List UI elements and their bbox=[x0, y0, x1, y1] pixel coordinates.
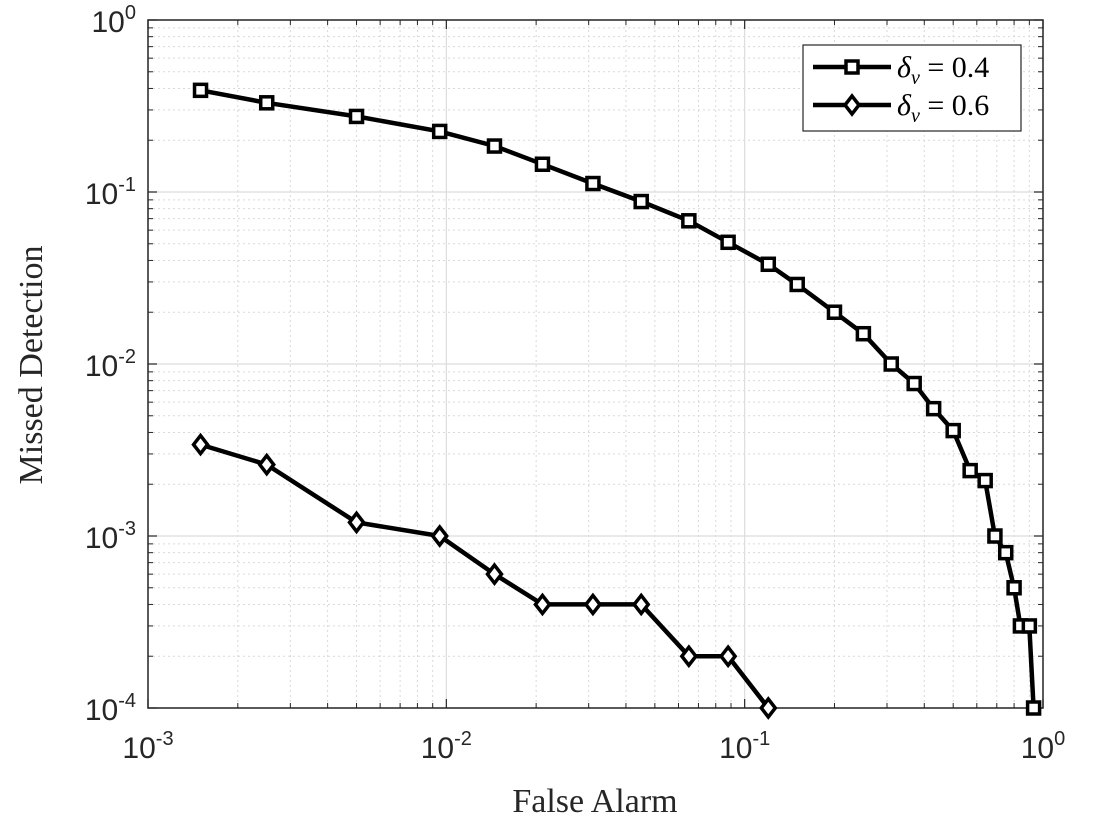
y-tick-label: 10-4 bbox=[85, 690, 136, 727]
series-1-point bbox=[192, 82, 209, 99]
legend-label-2: δv = 0.6 bbox=[897, 89, 989, 127]
series-1-point bbox=[962, 462, 978, 479]
tick-label-base: 10 bbox=[122, 732, 155, 765]
legend-marker-2 bbox=[842, 93, 862, 117]
legend-value: = 0.6 bbox=[920, 89, 989, 122]
series-2-point bbox=[347, 510, 366, 535]
tick-label-exponent: -1 bbox=[752, 728, 770, 750]
series-1-point bbox=[1025, 700, 1042, 716]
series-1-point bbox=[945, 422, 961, 439]
tick-label-exponent: 0 bbox=[125, 2, 136, 24]
x-axis-label: False Alarm bbox=[512, 783, 677, 820]
legend-symbol: δ bbox=[897, 51, 912, 84]
tick-label-exponent: -2 bbox=[454, 728, 472, 750]
tick-label-base: 10 bbox=[85, 694, 118, 727]
legend-marker-1 bbox=[844, 59, 860, 75]
series-2-point bbox=[718, 644, 738, 669]
tick-label-base: 10 bbox=[719, 732, 752, 765]
legend-symbol: δ bbox=[897, 89, 912, 122]
series-1-point bbox=[906, 375, 922, 392]
series-1-point bbox=[720, 234, 736, 251]
series-2-point bbox=[191, 432, 210, 457]
legend-box bbox=[802, 44, 1022, 132]
tick-label-base: 10 bbox=[85, 522, 118, 555]
x-tick-label: 100 bbox=[1021, 728, 1066, 765]
series-1-point bbox=[486, 138, 503, 154]
legend-value: = 0.4 bbox=[920, 51, 989, 84]
series-1-point bbox=[431, 123, 448, 140]
series-1-point bbox=[997, 544, 1014, 561]
series-1-point bbox=[534, 156, 551, 172]
series-1-point bbox=[633, 193, 649, 210]
tick-label-base: 10 bbox=[1021, 732, 1054, 765]
tick-label-base: 10 bbox=[85, 178, 118, 211]
x-tick-label: 10-2 bbox=[421, 728, 472, 765]
series-1-point bbox=[760, 256, 777, 273]
x-tick-label: 10-1 bbox=[719, 728, 770, 765]
tick-label-exponent: -1 bbox=[118, 174, 136, 196]
series-1-point bbox=[977, 472, 993, 489]
series-1-point bbox=[987, 528, 1003, 544]
y-tick-label: 10-1 bbox=[85, 174, 136, 211]
series-2-point bbox=[485, 562, 504, 587]
series-1-point bbox=[789, 276, 805, 293]
tick-label-exponent: -3 bbox=[118, 518, 136, 540]
x-tick-label: 10-3 bbox=[122, 728, 173, 765]
series-1-point bbox=[348, 108, 365, 125]
series-1-point bbox=[925, 400, 942, 417]
series-2-point bbox=[430, 524, 449, 548]
tick-label-base: 10 bbox=[85, 350, 118, 383]
y-axis-label: Missed Detection bbox=[13, 246, 50, 485]
series-2-point bbox=[583, 592, 603, 617]
legend-label-1: δv = 0.4 bbox=[897, 51, 989, 89]
y-tick-label: 100 bbox=[92, 2, 137, 39]
tick-label-exponent: -2 bbox=[118, 346, 136, 368]
y-tick-label: 10-2 bbox=[85, 346, 136, 383]
series-1-point bbox=[681, 213, 697, 229]
legend-subscript: v bbox=[911, 67, 920, 89]
series-2 bbox=[191, 432, 778, 720]
series-2-point bbox=[257, 452, 276, 477]
series-2-point bbox=[679, 644, 699, 669]
series-2-point bbox=[631, 592, 651, 617]
series-1-point bbox=[826, 304, 843, 320]
series-1-point bbox=[258, 95, 275, 111]
tick-label-base: 10 bbox=[421, 732, 454, 765]
series-1 bbox=[192, 82, 1042, 716]
tick-label-base: 10 bbox=[92, 6, 125, 39]
tick-marks bbox=[147, 19, 1044, 709]
legend: δv = 0.4δv = 0.6 bbox=[802, 44, 1022, 132]
series-1-point bbox=[1006, 580, 1022, 596]
series-2-point bbox=[759, 696, 778, 720]
tick-label-exponent: -3 bbox=[156, 728, 174, 750]
series-1-point bbox=[855, 325, 872, 342]
series-1-point bbox=[1021, 618, 1038, 634]
grid bbox=[147, 19, 1044, 709]
x-tick-labels: 10-3 10-2 10-1 100 bbox=[122, 728, 1065, 765]
series-1-point bbox=[585, 175, 601, 192]
y-tick-label: 10-3 bbox=[85, 518, 136, 555]
legend-subscript: v bbox=[911, 105, 920, 127]
series-1-point bbox=[883, 356, 900, 372]
tick-label-exponent: 0 bbox=[1054, 728, 1065, 750]
series-2-point bbox=[533, 592, 552, 617]
series-layer bbox=[191, 82, 1042, 720]
tick-label-exponent: -4 bbox=[118, 690, 136, 712]
